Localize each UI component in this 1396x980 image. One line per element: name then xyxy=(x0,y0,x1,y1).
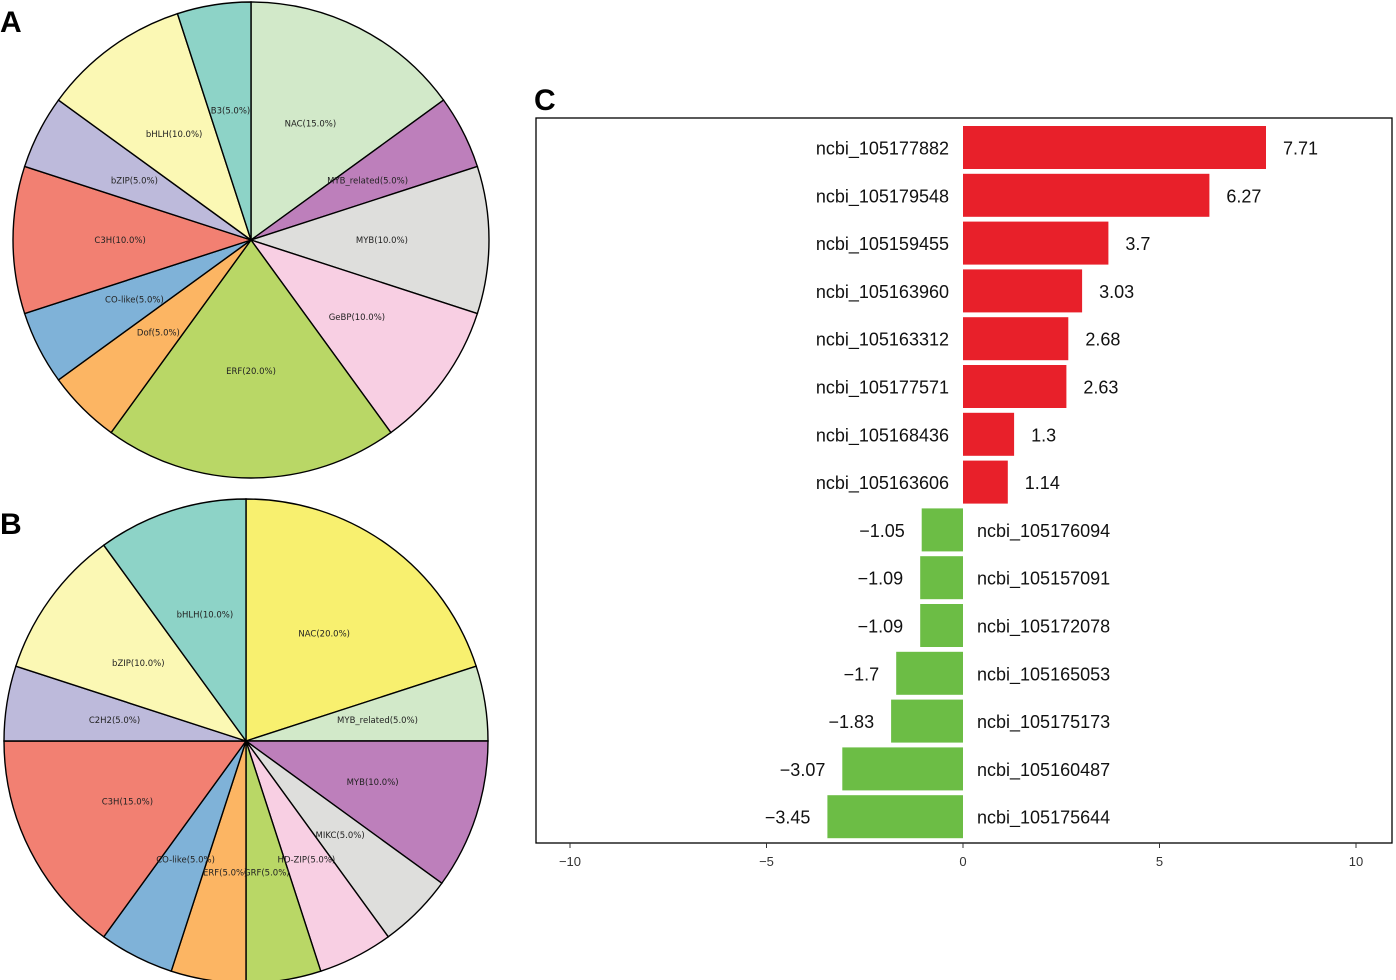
bar-chart-c: ncbi_105177882 7.71 ncbi_105179548 6.27 ncbi… xyxy=(535,117,1393,869)
gene-label-ncbi_105168436: ncbi_105168436 xyxy=(816,425,949,446)
bar-ncbi_105163960 xyxy=(963,269,1083,313)
value-label-ncbi_105160487: −3.07 xyxy=(780,760,826,780)
value-label-ncbi_105163312: 2.68 xyxy=(1085,330,1120,350)
x-tick-label: 10 xyxy=(1349,854,1363,869)
pie-slice-c3h-10-0 xyxy=(12,165,254,315)
pie-label-myb-10-0: MYB(10.0%) xyxy=(347,778,399,788)
pie-slice-b3-5-0 xyxy=(176,1,252,241)
gene-label-ncbi_105159455: ncbi_105159455 xyxy=(816,234,949,255)
pie-slice-grf-5-0 xyxy=(245,740,322,980)
pie-slice-gebp-10-0 xyxy=(249,238,479,434)
pie-slice-erf-20-0 xyxy=(110,238,392,479)
bar-ncbi_105175173 xyxy=(891,699,963,743)
value-label-ncbi_105177571: 2.63 xyxy=(1083,378,1118,398)
bar-ncbi_105177882 xyxy=(963,126,1266,169)
pie-label-dof-5-0: Dof(5.0%) xyxy=(137,329,180,339)
bar-ncbi_105172078 xyxy=(920,604,963,647)
value-label-ncbi_105159455: 3.7 xyxy=(1125,234,1150,254)
value-label-ncbi_105176094: −1.05 xyxy=(859,521,905,541)
pie-label-bhlh-10-0: bHLH(10.0%) xyxy=(146,130,203,140)
panel-label-b: B xyxy=(0,508,22,541)
pie-label-nac-15-0: NAC(15.0%) xyxy=(285,119,337,129)
gene-label-ncbi_105179548: ncbi_105179548 xyxy=(816,186,949,207)
pie-label-c3h-15-0: C3H(15.0%) xyxy=(102,797,153,807)
pie-label-myb-related-5-0: MYB_related(5.0%) xyxy=(327,177,408,187)
bar-ncbi_105159455 xyxy=(963,221,1109,265)
pie-label-mikc-5-0: MIKC(5.0%) xyxy=(316,831,365,841)
bar-ncbi_105177571 xyxy=(963,365,1067,408)
pie-chart-b: NAC(20.0%) MYB_related(5.0%) MYB(10.0%) MIK… xyxy=(3,498,489,980)
gene-label-ncbi_105163960: ncbi_105163960 xyxy=(816,282,949,303)
pie-slice-nac-15-0 xyxy=(250,1,445,242)
pie-label-co-like-5-0: CO-like(5.0%) xyxy=(156,856,215,866)
gene-label-ncbi_105163606: ncbi_105163606 xyxy=(816,473,949,494)
pie-label-erf-5-0: ERF(5.0%) xyxy=(203,869,247,879)
pie-label-co-like-5-0: CO-like(5.0%) xyxy=(105,295,164,305)
gene-label-ncbi_105175644: ncbi_105175644 xyxy=(977,808,1110,829)
pie-label-bhlh-10-0: bHLH(10.0%) xyxy=(177,610,234,620)
bar-ncbi_105163606 xyxy=(963,460,1008,504)
gene-label-ncbi_105176094: ncbi_105176094 xyxy=(977,521,1110,542)
pie-slice-bzip-10-0 xyxy=(14,544,248,743)
pie-chart-a: NAC(15.0%) MYB_related(5.0%) MYB(10.0%) GeB… xyxy=(12,1,490,479)
pie-label-b3-5-0: B3(5.0%) xyxy=(211,107,250,117)
bar-ncbi_105168436 xyxy=(963,412,1015,456)
panel-label-c: C xyxy=(534,84,556,117)
pie-label-c2h2-5-0: C2H2(5.0%) xyxy=(89,716,140,726)
pie-label-erf-20-0: ERF(20.0%) xyxy=(226,367,276,377)
pie-slice-nac-20-0 xyxy=(245,498,478,742)
gene-label-ncbi_105172078: ncbi_105172078 xyxy=(977,617,1110,638)
pie-label-bzip-10-0: bZIP(10.0%) xyxy=(112,659,165,669)
value-label-ncbi_105163606: 1.14 xyxy=(1025,473,1060,493)
value-label-ncbi_105168436: 1.3 xyxy=(1031,425,1056,445)
x-tick-label: 5 xyxy=(1156,854,1163,869)
bar-ncbi_105165053 xyxy=(896,651,963,695)
pie-label-c3h-10-0: C3H(10.0%) xyxy=(94,236,145,246)
bar-ncbi_105163312 xyxy=(963,317,1069,361)
pie-label-bzip-5-0: bZIP(5.0%) xyxy=(111,177,158,187)
pie-label-grf-5-0: GRF(5.0%) xyxy=(244,869,290,879)
pie-slice-bhlh-10-0 xyxy=(57,12,253,242)
panel-label-a: A xyxy=(0,6,22,39)
x-tick-label: −5 xyxy=(759,854,774,869)
value-label-ncbi_105175644: −3.45 xyxy=(765,808,811,828)
bar-ncbi_105175644 xyxy=(827,795,963,839)
pie-label-myb-related-5-0: MYB_related(5.0%) xyxy=(337,716,418,726)
pie-slice-c3h-15-0 xyxy=(3,740,248,938)
pie-label-nac-20-0: NAC(20.0%) xyxy=(298,629,350,639)
bar-ncbi_105179548 xyxy=(963,173,1210,217)
pie-slice-myb-10-0 xyxy=(243,740,489,885)
value-label-ncbi_105177882: 7.71 xyxy=(1283,139,1318,159)
gene-label-ncbi_105163312: ncbi_105163312 xyxy=(816,330,949,351)
gene-label-ncbi_105177882: ncbi_105177882 xyxy=(816,139,949,160)
gene-label-ncbi_105157091: ncbi_105157091 xyxy=(977,569,1110,590)
bar-ncbi_105176094 xyxy=(921,508,963,552)
value-label-ncbi_105175173: −1.83 xyxy=(829,712,875,732)
x-tick-label: −10 xyxy=(559,854,581,869)
value-label-ncbi_105157091: −1.09 xyxy=(858,569,904,589)
value-label-ncbi_105165053: −1.7 xyxy=(844,664,880,684)
bar-ncbi_105157091 xyxy=(920,556,963,600)
pie-label-myb-10-0: MYB(10.0%) xyxy=(356,236,408,246)
pie-slice-myb-10-0 xyxy=(248,165,490,315)
gene-label-ncbi_105175173: ncbi_105175173 xyxy=(977,712,1110,733)
value-label-ncbi_105179548: 6.27 xyxy=(1226,186,1261,206)
value-label-ncbi_105172078: −1.09 xyxy=(858,617,904,637)
pie-label-gebp-10-0: GeBP(10.0%) xyxy=(329,313,385,323)
gene-label-ncbi_105177571: ncbi_105177571 xyxy=(816,378,949,399)
bar-ncbi_105160487 xyxy=(842,747,963,791)
pie-label-hd-zip-5-0: HD-ZIP(5.0%) xyxy=(278,856,336,866)
value-label-ncbi_105163960: 3.03 xyxy=(1099,282,1134,302)
pie-slice-bhlh-10-0 xyxy=(102,498,247,744)
gene-label-ncbi_105160487: ncbi_105160487 xyxy=(977,760,1110,781)
x-tick-label: 0 xyxy=(959,854,966,869)
gene-label-ncbi_105165053: ncbi_105165053 xyxy=(977,664,1110,685)
